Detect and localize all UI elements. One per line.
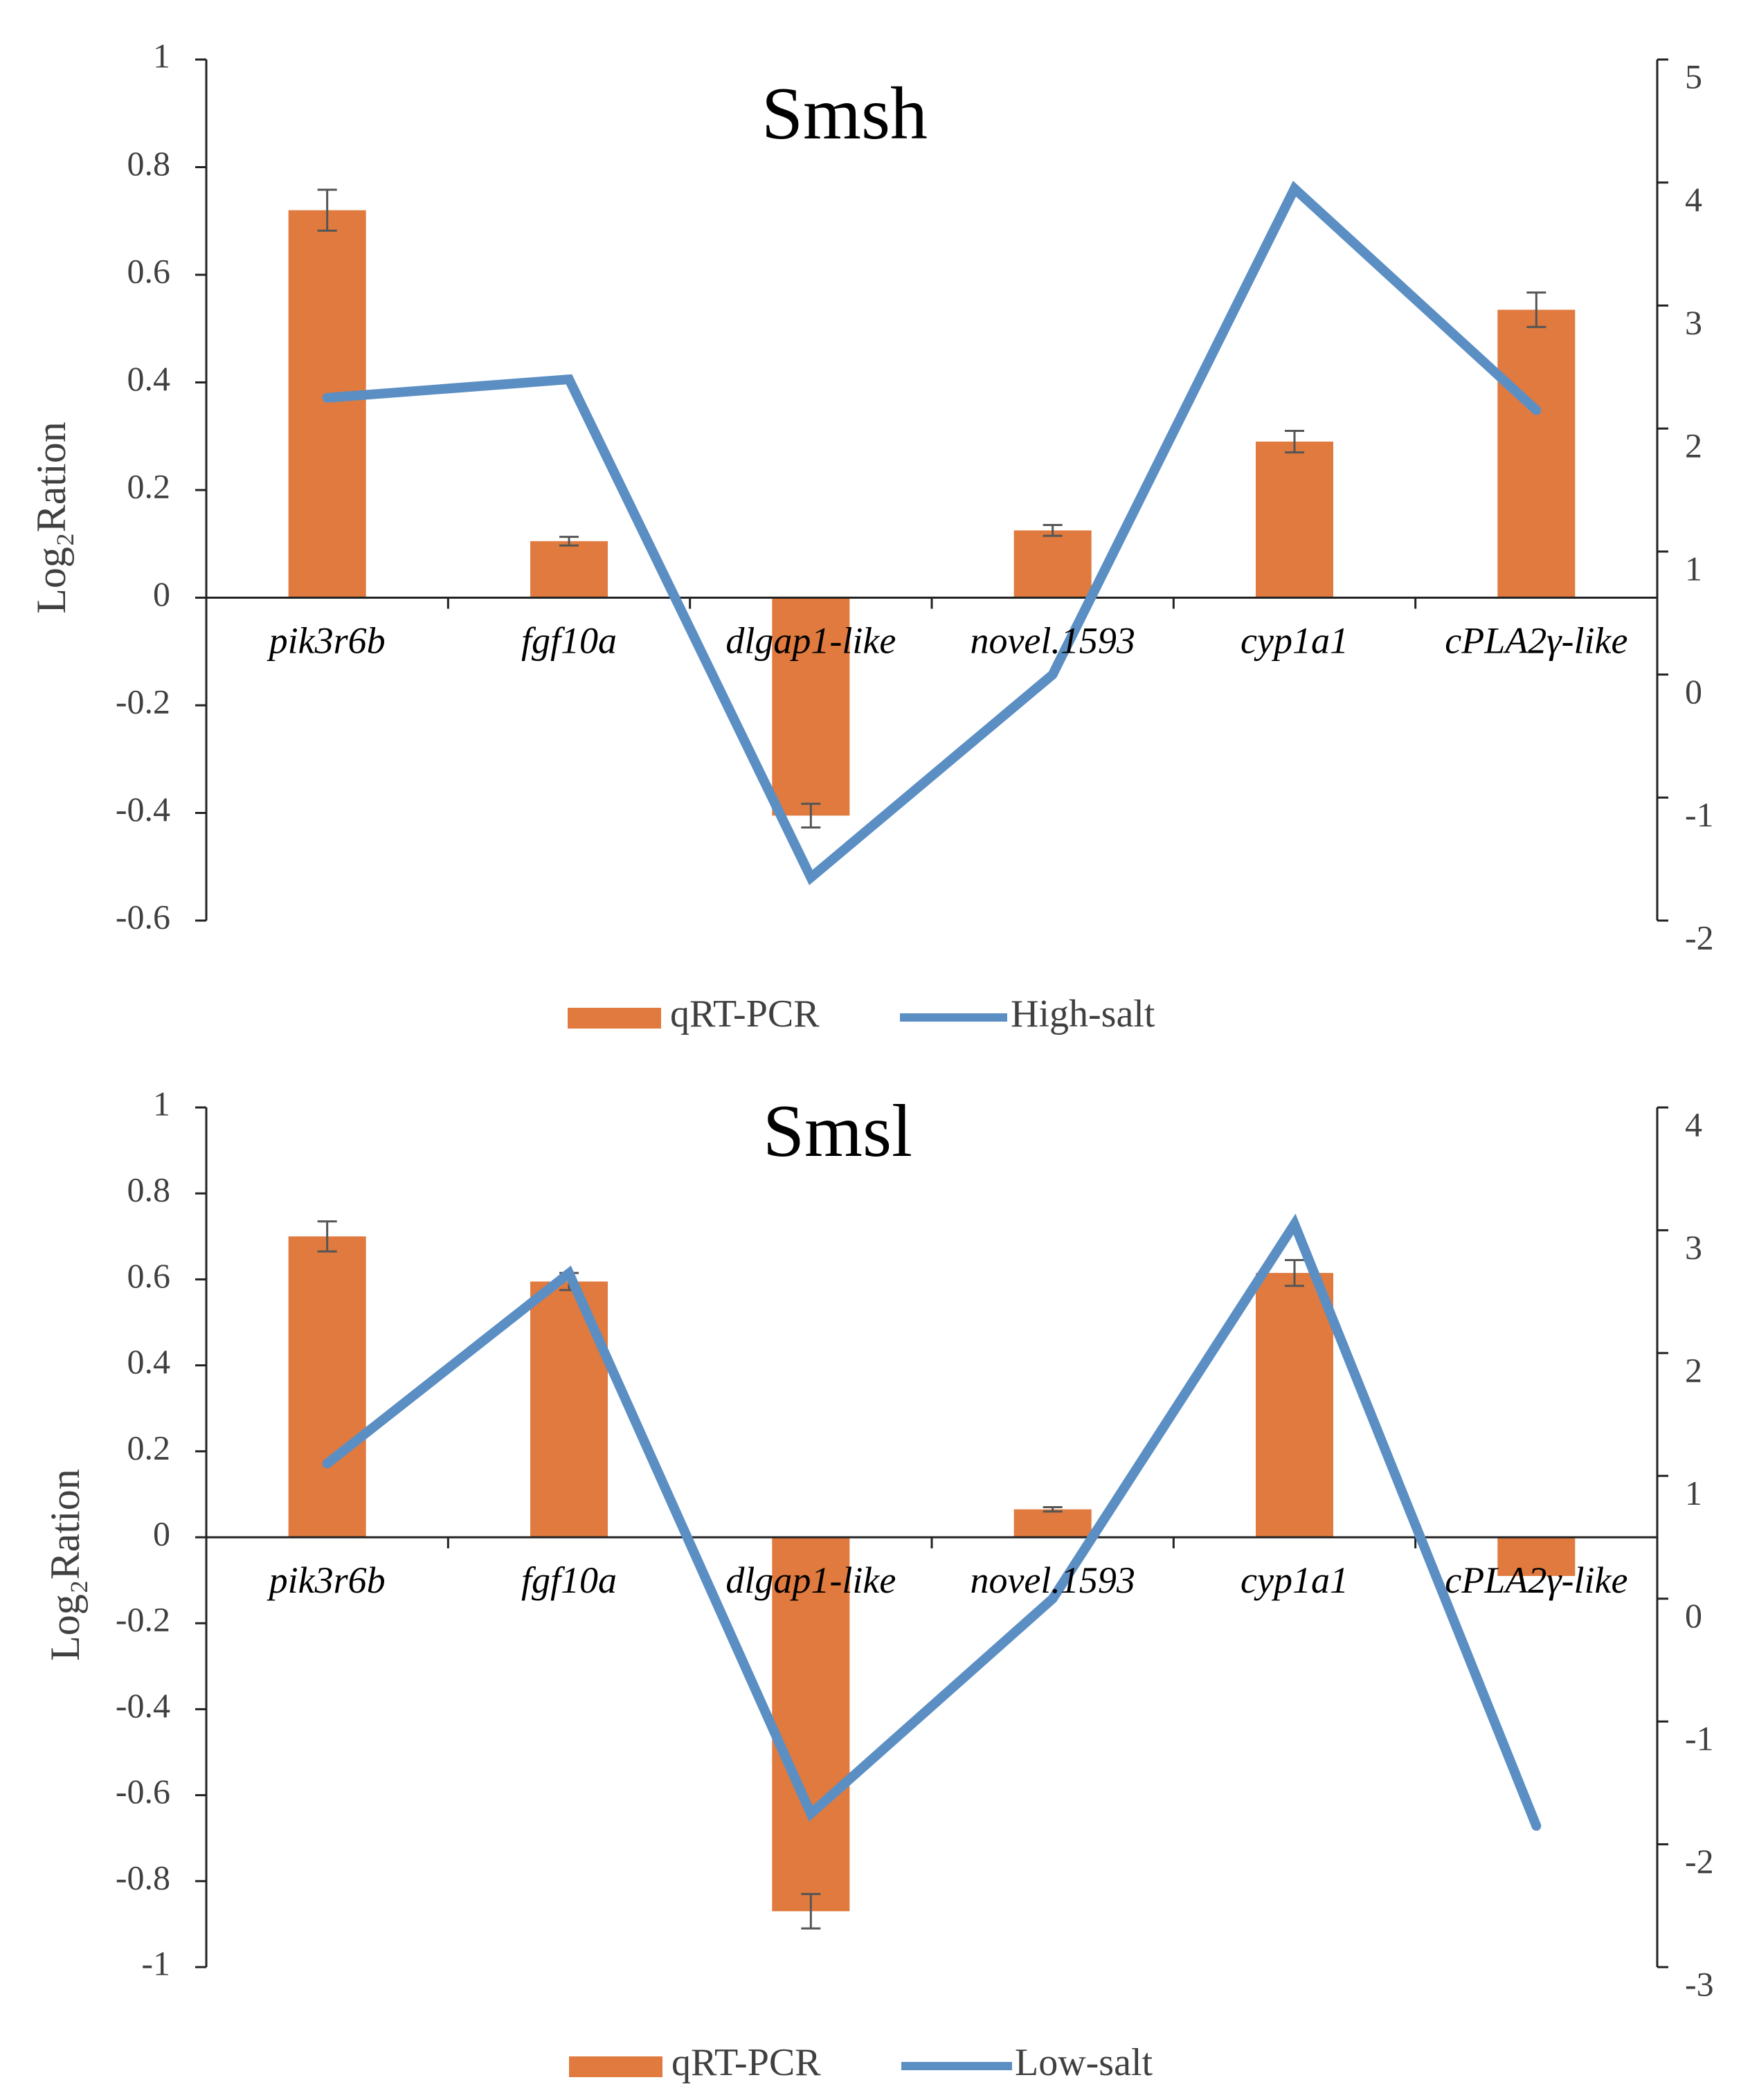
bar — [288, 210, 366, 598]
bar — [1013, 1509, 1092, 1537]
y-axis-label: Log₂Ration — [28, 422, 74, 614]
left-tick-label: 1 — [153, 1084, 170, 1123]
left-tick-label: 0.6 — [127, 251, 171, 290]
right-tick-label: 4 — [1685, 180, 1702, 219]
category-label: dlgap1-like — [725, 1559, 896, 1601]
left-tick-label: -0.4 — [116, 790, 170, 829]
left-tick-label: 0.4 — [127, 359, 171, 398]
left-tick-label: -1 — [141, 1944, 170, 1982]
left-tick-label: -0.6 — [116, 1772, 170, 1811]
chart-title: Smsl — [763, 1090, 912, 1173]
right-tick-label: -2 — [1685, 918, 1714, 957]
bar — [772, 597, 850, 816]
y-axis-label: Log₂Ration — [42, 1469, 88, 1661]
left-tick-label: -0.2 — [116, 682, 170, 721]
bar — [530, 541, 608, 598]
right-tick-label: 1 — [1685, 549, 1702, 588]
left-tick-label: 0.8 — [127, 144, 171, 183]
right-tick-label: -1 — [1685, 795, 1714, 834]
right-tick-label: -2 — [1685, 1842, 1714, 1881]
right-tick-label: 0 — [1685, 672, 1702, 711]
series-line — [322, 1213, 1542, 1831]
left-tick-label: 1 — [153, 36, 170, 75]
category-label: novel.1593 — [970, 620, 1135, 662]
bar — [1013, 530, 1092, 598]
category-label: novel.1593 — [970, 1559, 1135, 1601]
right-tick-label: -3 — [1685, 1964, 1714, 2003]
legend-label: Low-salt — [1015, 2041, 1153, 2084]
chart-title: Smsh — [761, 73, 928, 155]
bar — [1256, 442, 1333, 598]
bar — [1497, 309, 1576, 598]
left-tick-label: 0.6 — [127, 1256, 171, 1295]
bar — [530, 1281, 608, 1537]
category-label: fgf10a — [521, 620, 617, 662]
left-tick-label: 0 — [153, 574, 170, 613]
bar — [288, 1236, 366, 1537]
left-tick-label: -0.4 — [116, 1686, 170, 1725]
right-tick-label: 1 — [1685, 1474, 1702, 1512]
category-label: cyp1a1 — [1241, 1559, 1348, 1601]
left-tick-label: 0.8 — [127, 1170, 171, 1209]
category-label: dlgap1-like — [725, 620, 896, 662]
left-tick-label: 0 — [153, 1514, 170, 1553]
bar — [1497, 1537, 1576, 1576]
category-label: fgf10a — [521, 1559, 617, 1601]
category-label: cyp1a1 — [1241, 620, 1348, 662]
category-label: cPLA2γ-like — [1445, 1559, 1627, 1601]
series-line — [322, 181, 1542, 885]
category-label: pik3r6b — [267, 1559, 386, 1601]
right-tick-label: 3 — [1685, 1228, 1702, 1267]
right-tick-label: 3 — [1685, 303, 1702, 342]
right-tick-label: 0 — [1685, 1596, 1702, 1635]
category-label: pik3r6b — [267, 620, 386, 662]
right-tick-label: 5 — [1685, 57, 1702, 96]
legend-label: qRT-PCR — [671, 2041, 821, 2084]
chart-smsh: Smsh 1 0.8 0.6 0.4 0.2 0 -0.2 -0.4 -0.6 5 4 3 2 1 0 -1 -2… — [28, 36, 1714, 1035]
bar — [1256, 1273, 1333, 1537]
legend-label: qRT-PCR — [670, 993, 820, 1035]
bar — [772, 1537, 850, 1912]
chart-smsl: Smsl 1 0.8 0.6 0.4 0.2 0 -0.2 -0.4 -0.6 -0.8 -1 4 3 2 1… — [42, 1084, 1714, 2083]
legend-label: High-salt — [1011, 993, 1155, 1035]
legend-swatch-bar — [568, 1008, 661, 1029]
left-tick-label: 0.2 — [127, 467, 171, 505]
right-tick-label: 2 — [1685, 426, 1702, 465]
category-label: cPLA2γ-like — [1445, 620, 1627, 662]
left-tick-label: -0.2 — [116, 1600, 170, 1639]
right-tick-label: 4 — [1685, 1105, 1702, 1143]
left-tick-label: 0.2 — [127, 1428, 171, 1467]
left-tick-label: -0.6 — [116, 897, 170, 936]
right-tick-label: 2 — [1685, 1350, 1702, 1389]
left-tick-label: -0.8 — [116, 1858, 170, 1897]
legend-swatch-bar — [569, 2056, 662, 2077]
left-tick-label: 0.4 — [127, 1342, 171, 1381]
right-tick-label: -1 — [1685, 1719, 1714, 1758]
